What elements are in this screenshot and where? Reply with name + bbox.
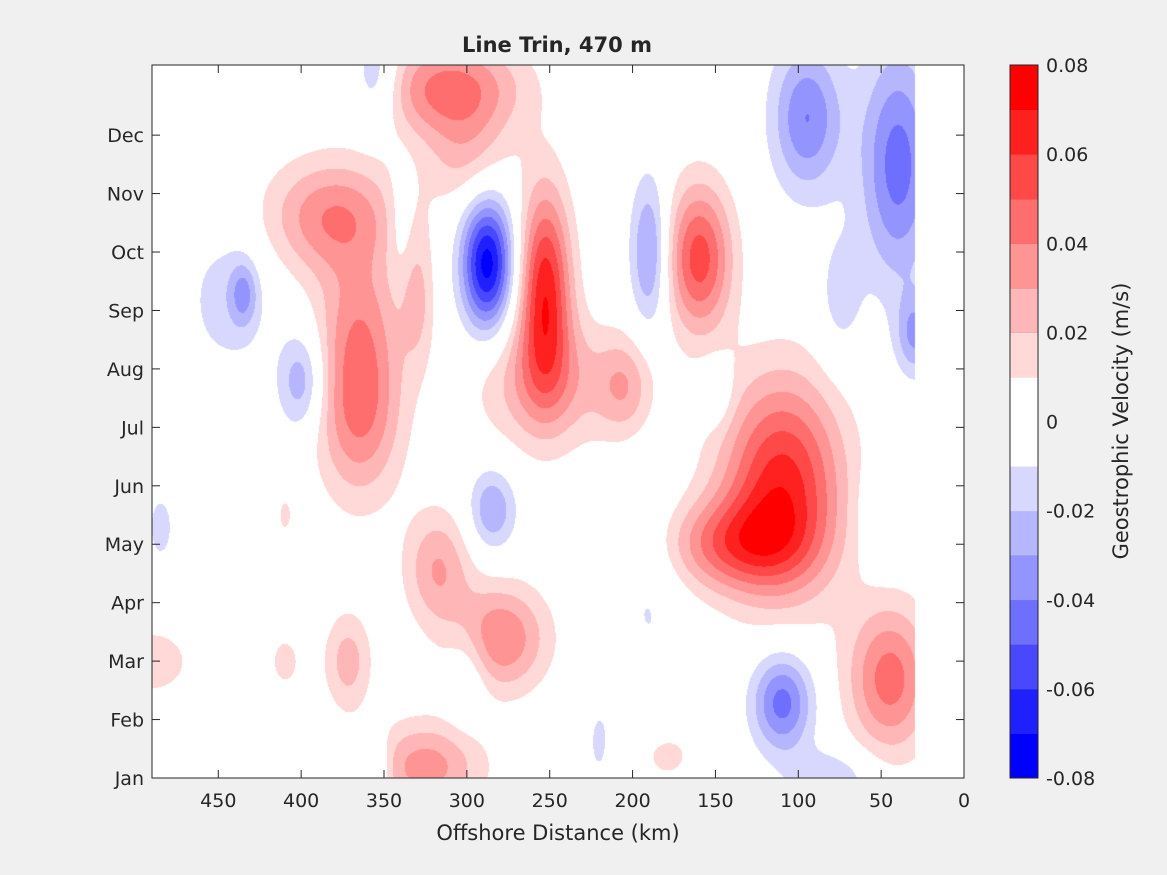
y-tick-label: Jul — [120, 417, 144, 439]
x-tick-label: 0 — [958, 790, 970, 812]
y-tick-label: Jan — [114, 768, 144, 790]
colorbar-segment — [1010, 376, 1038, 422]
y-tick-label: Nov — [107, 184, 144, 206]
colorbar-segment — [1010, 733, 1038, 779]
colorbar-segment — [1010, 332, 1038, 378]
y-axis-ticks: Jan Feb Mar Apr May Jun Jul Aug Sep Oct Nov Dec — [105, 125, 964, 790]
x-tick-label: 250 — [532, 790, 568, 812]
y-tick-label: Aug — [107, 359, 144, 381]
colorbar-tick-label: -0.02 — [1046, 501, 1095, 523]
y-tick-label: Dec — [107, 125, 144, 147]
chart-title: Line Trin, 470 m — [462, 33, 652, 57]
x-tick-label: 200 — [614, 790, 650, 812]
colorbar-segment — [1010, 421, 1038, 467]
x-tick-label: 350 — [366, 790, 402, 812]
colorbar-tick-label: -0.08 — [1046, 768, 1095, 790]
colorbar-segment — [1010, 555, 1038, 601]
x-tick-label: 100 — [780, 790, 816, 812]
colorbar-segment — [1010, 287, 1038, 333]
colorbar-segment — [1010, 198, 1038, 244]
x-tick-label: 300 — [449, 790, 485, 812]
colorbar-segment — [1010, 109, 1038, 155]
colorbar-segment — [1010, 65, 1038, 111]
y-tick-label: Mar — [108, 651, 144, 673]
x-tick-label: 150 — [697, 790, 733, 812]
plot-frame — [151, 64, 965, 779]
y-tick-label: Sep — [108, 300, 144, 322]
colorbar-label: Geostrophic Velocity (m/s) — [1109, 283, 1133, 560]
colorbar-segment — [1010, 644, 1038, 690]
colorbar-tick-label: 0.08 — [1046, 55, 1088, 77]
y-tick-label: Apr — [111, 593, 144, 615]
x-tick-label: 400 — [283, 790, 319, 812]
y-tick-label: Jun — [113, 476, 144, 498]
colorbar-segment — [1010, 688, 1038, 734]
y-tick-label: Oct — [111, 242, 144, 264]
colorbar-tick-label: -0.06 — [1046, 679, 1095, 701]
colorbar-segment — [1010, 154, 1038, 200]
colorbar-segment — [1010, 599, 1038, 645]
colorbar-tick-label: 0.02 — [1046, 322, 1088, 344]
contour-field — [152, 65, 964, 778]
x-tick-label: 450 — [200, 790, 236, 812]
colorbar-tick-label: 0 — [1046, 412, 1058, 434]
colorbar-segment — [1010, 510, 1038, 556]
colorbar-tick-label: 0.06 — [1046, 144, 1088, 166]
x-tick-label: 50 — [869, 790, 893, 812]
colorbar-segment — [1010, 466, 1038, 512]
x-axis-label: Offshore Distance (km) — [436, 821, 679, 845]
colorbar-tick-label: -0.04 — [1046, 590, 1095, 612]
y-tick-label: May — [105, 534, 144, 556]
colorbar-frame — [1009, 64, 1039, 779]
x-axis-ticks: 450 400 350 300 250 200 150 100 50 0 — [200, 65, 970, 812]
colorbar-segment — [1010, 243, 1038, 289]
y-tick-label: Feb — [110, 710, 144, 732]
colorbar: 0.08 0.06 0.04 0.02 0 -0.02 -0.04 -0.06 -0.08 — [1009, 55, 1095, 790]
colorbar-tick-label: 0.04 — [1046, 233, 1088, 255]
